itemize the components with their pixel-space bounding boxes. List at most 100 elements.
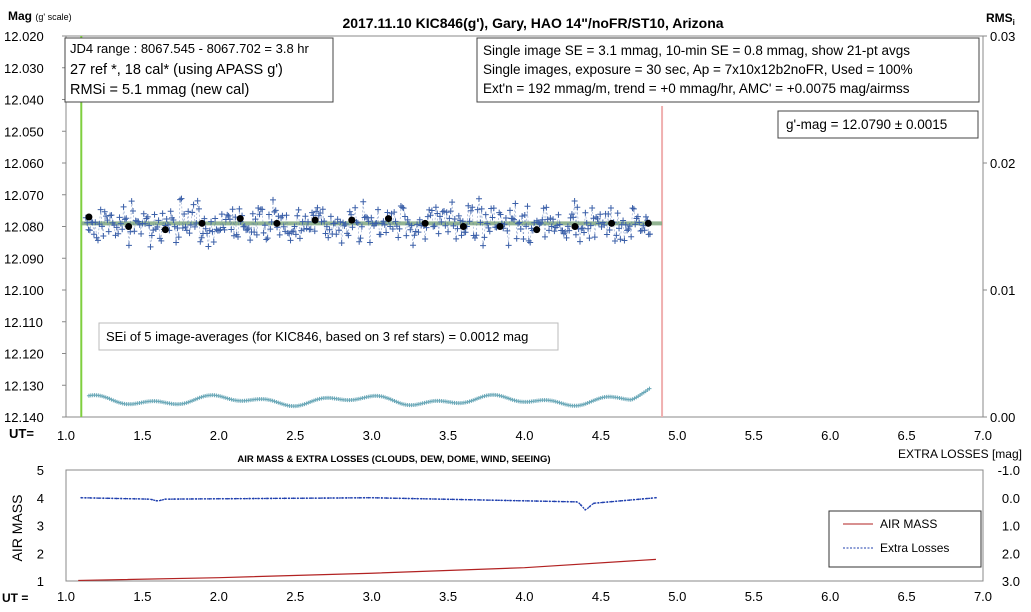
data-point bbox=[190, 201, 197, 208]
extra-losses-point bbox=[416, 497, 419, 500]
data-point bbox=[129, 207, 136, 214]
extra-losses-point bbox=[509, 499, 511, 502]
legend-losses-label: Extra Losses bbox=[880, 541, 949, 555]
extra-losses-point bbox=[235, 497, 237, 500]
data-connect-line bbox=[85, 198, 651, 247]
data-point bbox=[613, 232, 620, 239]
extra-losses-point bbox=[389, 497, 392, 500]
extra-losses-point bbox=[217, 497, 220, 500]
extra-losses-point bbox=[548, 500, 551, 503]
bottom-chart: AIR MASS & EXTRA LOSSES (CLOUDS, DEW, DO… bbox=[2, 447, 1022, 605]
data-point bbox=[590, 215, 597, 222]
extra-losses-point bbox=[124, 497, 127, 500]
bottom-y-axis-label: AIR MASS bbox=[9, 495, 25, 562]
data-point bbox=[323, 223, 330, 230]
data-point bbox=[546, 227, 553, 234]
data-point bbox=[302, 213, 309, 220]
extra-losses-point bbox=[411, 497, 414, 500]
data-point bbox=[121, 216, 128, 223]
data-point bbox=[548, 223, 555, 230]
gmag-box: g'-mag = 12.0790 ± 0.0015 bbox=[777, 110, 979, 139]
bottom-x-tick-label: 1.5 bbox=[133, 589, 151, 604]
data-point bbox=[497, 211, 504, 218]
data-point bbox=[432, 204, 439, 211]
extra-losses-line bbox=[81, 497, 656, 511]
info-left-line-2: 27 ref *, 18 cal* (using APASS g') bbox=[70, 62, 283, 78]
data-point bbox=[547, 215, 554, 222]
data-point bbox=[570, 214, 577, 221]
data-point bbox=[108, 212, 115, 219]
data-point bbox=[614, 210, 621, 217]
data-point bbox=[594, 215, 601, 222]
data-point bbox=[562, 228, 569, 235]
data-point bbox=[442, 222, 449, 229]
extra-losses-point bbox=[319, 497, 321, 499]
data-point bbox=[506, 207, 513, 214]
data-point bbox=[209, 228, 216, 235]
data-point bbox=[228, 226, 235, 233]
extra-losses-point bbox=[553, 500, 556, 503]
extra-losses-point bbox=[540, 500, 542, 503]
data-point bbox=[450, 222, 457, 229]
extra-losses-point bbox=[597, 501, 600, 504]
data-point bbox=[195, 205, 202, 212]
data-point bbox=[637, 228, 644, 235]
y-axis-label-main: Mag bbox=[8, 9, 32, 23]
data-point bbox=[132, 217, 139, 224]
extra-losses-point bbox=[655, 496, 657, 499]
data-point bbox=[636, 219, 643, 226]
data-point bbox=[471, 234, 478, 241]
data-point bbox=[148, 232, 155, 239]
average-point bbox=[273, 219, 281, 227]
data-point bbox=[554, 222, 561, 229]
rms-point bbox=[504, 395, 509, 400]
bottom-chart-title: AIR MASS & EXTRA LOSSES (CLOUDS, DEW, DO… bbox=[237, 454, 550, 465]
data-point bbox=[291, 223, 298, 230]
extra-losses-point bbox=[447, 498, 450, 501]
data-point bbox=[263, 236, 270, 243]
extra-losses-point bbox=[120, 497, 122, 500]
data-point bbox=[436, 213, 443, 220]
rms-point bbox=[113, 399, 118, 404]
data-point bbox=[356, 238, 363, 245]
data-point bbox=[294, 212, 301, 219]
extra-losses-point bbox=[518, 499, 520, 502]
x-tick-label: 5.5 bbox=[745, 428, 763, 443]
data-point bbox=[537, 219, 544, 226]
data-point bbox=[480, 242, 487, 249]
data-point bbox=[159, 210, 166, 217]
extra-losses-point bbox=[310, 497, 313, 500]
data-point bbox=[571, 198, 578, 205]
extra-losses-point bbox=[637, 498, 640, 501]
data-point bbox=[422, 236, 429, 243]
extra-losses-point bbox=[473, 498, 476, 501]
y-tick-label: 12.130 bbox=[4, 378, 44, 393]
data-point bbox=[414, 221, 421, 228]
data-point bbox=[477, 219, 484, 226]
x-tick-label: 4.5 bbox=[592, 428, 610, 443]
data-point bbox=[311, 228, 318, 235]
data-point bbox=[128, 198, 135, 205]
data-point bbox=[226, 216, 233, 223]
rms-point bbox=[268, 398, 273, 403]
data-point bbox=[127, 228, 134, 235]
rms-point bbox=[300, 402, 305, 407]
bottom-y2-tick-labels: -1.0 0.0 1.0 2.0 3.0 bbox=[998, 463, 1020, 589]
data-point bbox=[349, 224, 356, 231]
data-point bbox=[272, 207, 279, 214]
data-point bbox=[261, 222, 268, 229]
data-point bbox=[512, 200, 519, 207]
bottom-x-tick-labels: 1.0 1.5 2.0 2.5 3.0 3.5 4.0 4.5 5.0 5.5 6.0 6.5 7.0 bbox=[57, 589, 992, 604]
data-point bbox=[264, 235, 271, 242]
data-point bbox=[372, 220, 379, 227]
extra-losses-point bbox=[398, 497, 401, 500]
data-point bbox=[485, 224, 492, 231]
y2-tick-labels: 0.03 0.02 0.01 0.00 bbox=[983, 29, 1015, 425]
extra-losses-point bbox=[571, 500, 573, 503]
extra-losses-point bbox=[394, 497, 397, 500]
extra-losses-point bbox=[80, 496, 83, 499]
data-point bbox=[451, 215, 458, 222]
bottom-y2-tick-label: -1.0 bbox=[998, 463, 1020, 478]
bottom-x-tick-label: 5.0 bbox=[668, 589, 686, 604]
data-point bbox=[117, 220, 124, 227]
